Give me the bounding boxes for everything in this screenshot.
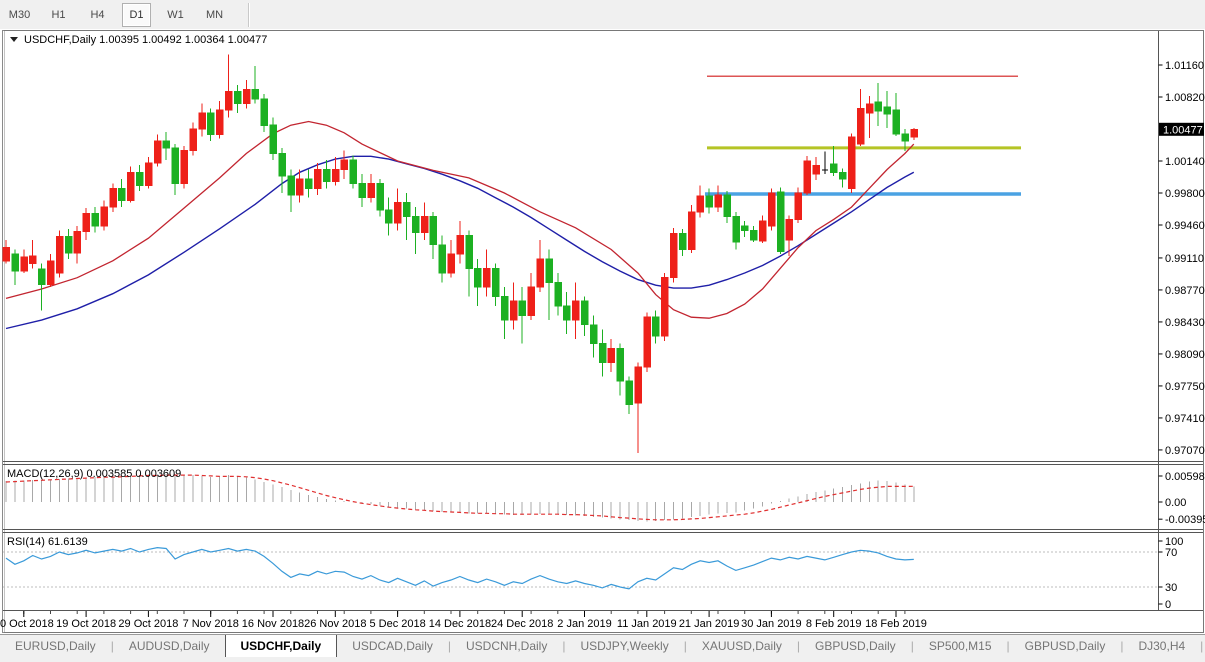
symbol-tab-audusd-daily[interactable]: AUDUSD,Daily [128, 638, 210, 653]
symbol-tab-usdcnh-daily[interactable]: USDCNH,Daily [466, 638, 548, 653]
svg-text:0.98430: 0.98430 [1165, 317, 1205, 329]
symbol-tab-usdchf-daily[interactable]: USDCHF,Daily [224, 635, 338, 657]
symbol-tab-bar: EURUSD,Daily | AUDUSD,Daily USDCHF,Daily USD… [0, 634, 1205, 662]
svg-text:70: 70 [1165, 547, 1177, 559]
timeframe-button-w1[interactable]: W1 [167, 8, 184, 21]
date-label: 8 Feb 2019 [806, 618, 862, 630]
macd-signal-line [5, 474, 914, 521]
svg-text:0: 0 [1165, 599, 1171, 611]
timeframe-button-mn[interactable]: MN [205, 8, 224, 21]
svg-text:100: 100 [1165, 536, 1183, 548]
chart-header: USDCHF,Daily 1.00395 1.00492 1.00364 1.0… [10, 34, 267, 46]
date-label: 14 Dec 2018 [429, 618, 491, 630]
svg-text:0.00: 0.00 [1165, 497, 1186, 509]
tab-separator: | [1200, 638, 1204, 653]
tab-separator: | [562, 638, 566, 653]
timeframe-button-h4[interactable]: H4 [90, 8, 105, 21]
svg-text:0.97750: 0.97750 [1165, 381, 1205, 393]
chart-title: USDCHF,Daily 1.00395 1.00492 1.00364 1.0… [24, 34, 267, 46]
ma-slow-line [5, 155, 915, 330]
symbol-tab-eurusd-daily[interactable]: EURUSD,Daily [15, 638, 96, 653]
symbol-tab-sp500-m15[interactable]: SP500,M15 [928, 638, 992, 653]
date-label: 19 Oct 2018 [56, 618, 116, 630]
date-label: 10 Oct 2018 [0, 618, 54, 630]
date-label: 2 Jan 2019 [557, 618, 611, 630]
svg-text:0.99110: 0.99110 [1165, 253, 1204, 265]
svg-text:1.00820: 1.00820 [1165, 92, 1205, 104]
date-label: 30 Jan 2019 [741, 618, 802, 630]
timeframe-toolbar: M30 H1 H4 D1 W1 MN [0, 0, 1205, 30]
timeframe-button-d1[interactable]: D1 [122, 2, 151, 27]
symbol-dropdown-icon[interactable] [10, 37, 18, 42]
macd-axis: 0.005985 0.00 -0.003954 [1158, 471, 1205, 526]
svg-text:1.01160: 1.01160 [1165, 60, 1204, 72]
symbol-tab-xauusd-daily[interactable]: XAUUSD,Daily [701, 638, 782, 653]
tab-separator: | [683, 638, 687, 653]
svg-text:-0.003954: -0.003954 [1165, 514, 1205, 526]
svg-text:30: 30 [1165, 582, 1177, 594]
timeframe-button-h1[interactable]: H1 [51, 8, 66, 21]
toolbar-separator [248, 2, 250, 27]
symbol-tab-gbpusd-daily[interactable]: GBPUSD,Daily [815, 638, 896, 653]
svg-text:0.99460: 0.99460 [1165, 220, 1205, 232]
timeframe-button-m30[interactable]: M30 [8, 8, 31, 21]
date-label: 7 Nov 2018 [183, 618, 239, 630]
rsi-line [5, 546, 914, 590]
tab-separator: | [110, 638, 114, 653]
current-price-tag [1159, 122, 1204, 136]
horizontal-line-objects[interactable] [705, 75, 1021, 196]
svg-text:0.99800: 0.99800 [1165, 188, 1205, 200]
ma-fast-line [5, 120, 915, 319]
svg-text:0.98770: 0.98770 [1165, 285, 1205, 297]
macd-panel [5, 474, 915, 522]
date-label: 18 Feb 2019 [865, 618, 927, 630]
svg-text:0.005985: 0.005985 [1165, 471, 1205, 483]
price-axis[interactable]: 1.01160 1.00820 1.00140 0.99800 0.99460 0.991… [1158, 60, 1205, 457]
date-label: 26 Nov 2018 [304, 618, 366, 630]
date-label: 24 Dec 2018 [491, 618, 553, 630]
svg-text:0.97070: 0.97070 [1165, 445, 1205, 457]
tab-separator: | [796, 638, 800, 653]
symbol-tab-dj30-h4[interactable]: DJ30,H4 [1138, 638, 1186, 653]
date-label: 21 Jan 2019 [679, 618, 740, 630]
symbol-tab-usdjpy-weekly[interactable]: USDJPY,Weekly [580, 638, 669, 653]
tab-separator: | [1006, 638, 1010, 653]
tab-separator: | [447, 638, 451, 653]
date-label: 5 Dec 2018 [369, 618, 425, 630]
svg-text:0.97410: 0.97410 [1165, 413, 1205, 425]
svg-text:1.00140: 1.00140 [1165, 156, 1205, 168]
chart-frame [2, 30, 1204, 633]
tab-separator: | [1120, 638, 1124, 653]
chart-canvas[interactable]: USDCHF,Daily 1.00395 1.00492 1.00364 1.0… [0, 29, 1205, 634]
rsi-label: RSI(14) 61.6139 [7, 536, 88, 548]
macd-label: MACD(12,26,9) 0.003585 0.003609 [7, 468, 181, 480]
current-price-label: 1.00477 [1163, 124, 1203, 136]
svg-text:0.98090: 0.98090 [1165, 349, 1205, 361]
symbol-tab-gbpusd-daily[interactable]: GBPUSD,Daily [1024, 638, 1106, 653]
date-label: 16 Nov 2018 [242, 618, 304, 630]
symbol-tab-usdcad-daily[interactable]: USDCAD,Daily [352, 638, 433, 653]
rsi-panel: RSI(14) 61.6139 [3, 536, 1159, 590]
candles-layer [2, 54, 918, 453]
tab-separator: | [910, 638, 914, 653]
date-label: 11 Jan 2019 [617, 618, 677, 630]
date-label: 29 Oct 2018 [118, 618, 178, 630]
